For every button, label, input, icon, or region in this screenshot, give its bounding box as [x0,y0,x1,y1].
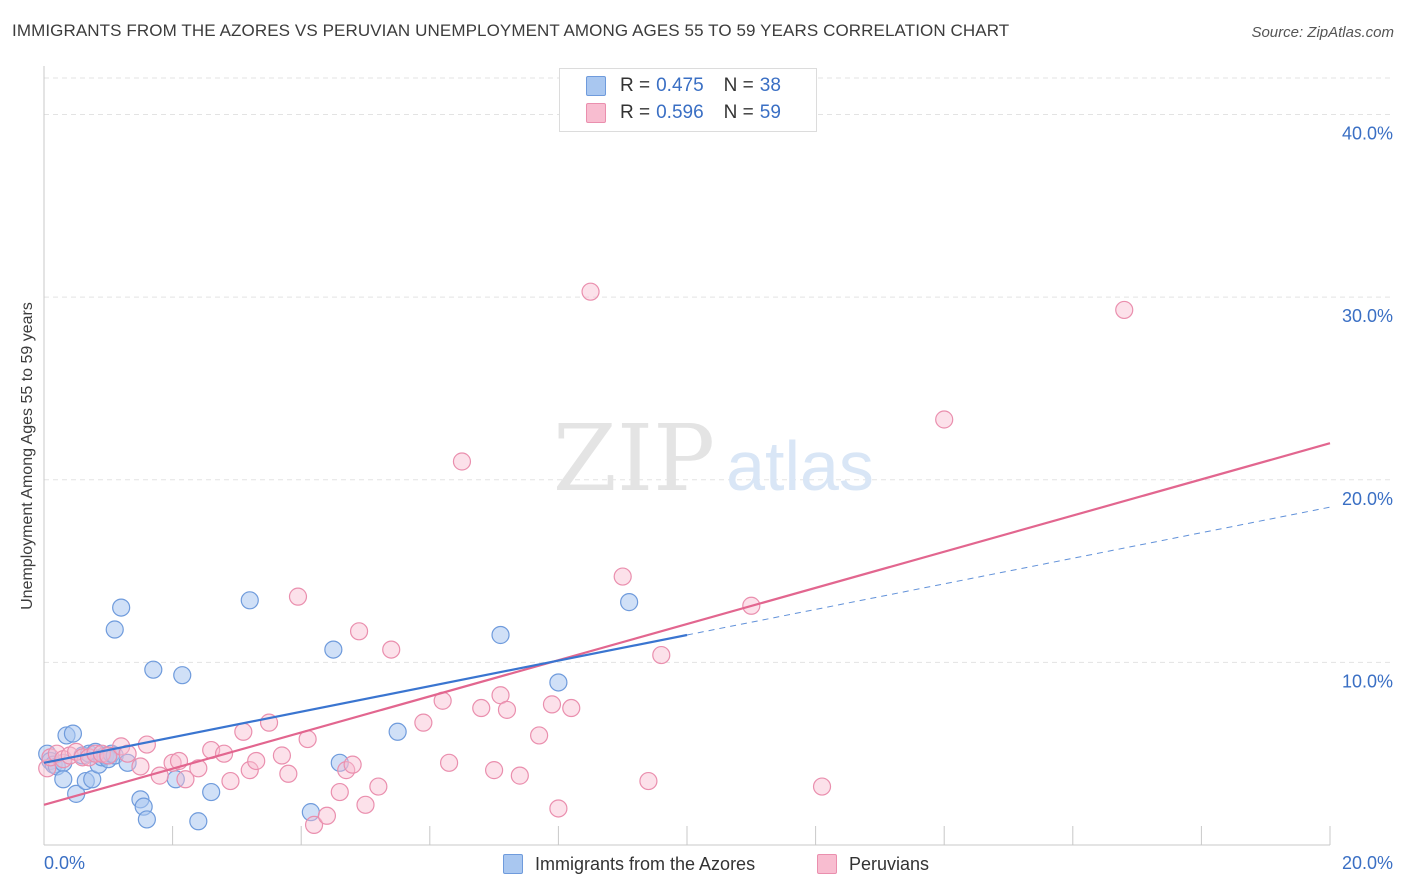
bottom-legend-label-azores: Immigrants from the Azores [535,853,756,874]
peruvian-point [497,700,517,719]
peruvian-point [247,751,266,771]
y-tick-label: 40.0% [1342,124,1393,144]
azores-point [173,666,192,685]
azores-point [324,640,343,659]
peruvian-point [613,567,632,586]
peruvian-point [240,761,259,780]
azores-point [202,782,221,802]
peruvian-point [288,587,308,606]
peruvian-point [935,410,954,429]
azores-point [54,770,73,789]
azores-trend-extension [686,506,1331,636]
peruvian-point [812,777,832,796]
peruvian-point [330,782,349,802]
y-tick-label: 20.0% [1342,489,1393,509]
peruvian-point [581,282,600,301]
peruvian-point [234,722,253,741]
peruvian-point [304,815,324,835]
azores-point [112,598,131,617]
azores-trend-line [43,633,688,764]
watermark-atlas: atlas [726,427,874,505]
peruvian-point [530,726,549,745]
peruvian-point [279,764,298,783]
legend-row-peruvians: R = 0.596 N = 59 [586,101,781,125]
bottom-legend-swatch-peruvians [817,854,837,874]
peruvian-point [542,695,562,714]
peruvian-point [452,452,472,471]
peruvian-point [562,698,581,718]
source-credit: Source: ZipAtlas.com [1251,24,1394,41]
peruvian-point [510,766,529,785]
azores-point [137,810,156,829]
legend-n-label: N = [723,75,754,96]
legend-n-value-azores: 38 [759,75,781,96]
x-tick-label-max: 20.0% [1342,853,1393,873]
peruvian-point [356,795,375,814]
axes [43,66,1331,846]
peruvian-point [382,640,401,659]
y-tick-label: 10.0% [1342,671,1393,691]
peruvian-point [38,759,57,778]
legend-n-value-peruvians: 59 [759,102,781,123]
peruvian-point [549,799,568,818]
peruvian-point [652,645,671,665]
series-peruvians-points [38,282,1134,835]
peruvian-point [639,771,658,791]
peruvian-point [189,759,208,778]
chart-title: IMMIGRANTS FROM THE AZORES VS PERUVIAN U… [12,21,1010,40]
peruvian-point [343,755,362,774]
legend-swatch-peruvians [586,103,606,123]
legend-r-value-azores: 0.475 [656,75,704,96]
tick-labels: 10.0% 20.0% 30.0% 40.0% 0.0% 20.0% [44,124,1393,873]
legend-n-label: N = [723,102,754,123]
peruvian-point [317,806,337,825]
correlation-legend: R = 0.475 N = 38 R = 0.596 N = 59 [559,68,817,132]
peruvian-point [485,761,504,780]
peruvian-point [439,753,459,772]
legend-r-label: R = [620,75,651,96]
azores-point [240,591,259,610]
bottom-legend-peruvians: Peruvians [817,852,929,876]
bottom-legend-swatch-azores [503,854,523,874]
bottom-legend-azores: Immigrants from the Azores [503,852,755,876]
peruvian-point [176,770,195,789]
peruvian-point [369,777,388,796]
azores-point [105,620,124,639]
bottom-legend-label-peruvians: Peruvians [849,853,930,874]
peruvian-point [414,713,433,732]
azores-point [549,673,568,692]
azores-point [491,625,510,645]
peruvians-trend-line [43,442,1331,806]
peruvian-point [272,746,292,765]
legend-r-value-peruvians: 0.596 [656,102,704,123]
legend-swatch-azores [586,76,606,96]
peruvian-point [349,622,369,641]
azores-point [388,722,407,741]
peruvian-point [131,757,150,776]
azores-point [144,660,163,679]
azores-point [189,812,208,831]
legend-row-azores: R = 0.475 N = 38 [586,74,781,98]
y-tick-label: 30.0% [1342,306,1393,326]
peruvian-point [1115,300,1134,320]
gridlines [44,77,1392,663]
watermark-zip: ZIP [553,405,715,512]
trend-lines [43,442,1331,806]
x-tick-label-min: 0.0% [44,853,85,873]
legend-r-label: R = [620,102,651,123]
peruvian-point [221,771,240,791]
peruvian-point [472,698,491,718]
azores-point [63,724,83,743]
azores-point [620,593,639,612]
